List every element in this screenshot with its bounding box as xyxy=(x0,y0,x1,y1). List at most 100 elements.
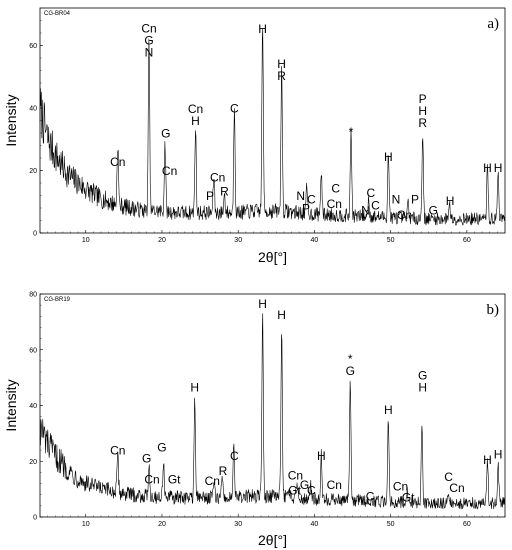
panel-b-peak-label: G xyxy=(346,364,355,378)
panel-b-y-tick-label: 20 xyxy=(29,459,37,466)
panel-a-peak-label: P xyxy=(302,202,310,216)
panel-a-label: a) xyxy=(487,16,499,32)
panel-a-peak-label: Cn xyxy=(188,102,203,116)
panel-a-x-tick-label: 20 xyxy=(158,237,166,244)
panel-b-peak-label: H xyxy=(258,297,267,311)
panel-b-peak-label: Cn xyxy=(449,481,464,495)
panel-b-peak-label: H xyxy=(483,453,492,467)
panel-a-y-tick-label: 0 xyxy=(33,231,37,238)
panel-b-plot-frame xyxy=(39,293,506,518)
panel-b-peak-label: Gt xyxy=(288,484,301,498)
panel-a-peak-label: H xyxy=(191,114,200,128)
panel-a-peak-label: Cn xyxy=(141,21,156,35)
panel-b-x-tick-label: 30 xyxy=(234,521,242,528)
panel-a-peak-label: C xyxy=(331,181,340,195)
panel-a-x-tick-label: 40 xyxy=(311,237,319,244)
panel-a-peak-label: H xyxy=(494,161,503,175)
panel-a-y-axis-title: Intensity xyxy=(3,94,19,146)
panel-b-peak-label: Cn xyxy=(288,468,303,482)
panel-b-peak-label: Gt xyxy=(402,491,415,505)
panel-a-sample-id: CG-BR04 xyxy=(44,11,71,17)
panel-a-peak-label: C xyxy=(230,102,239,116)
panel-b-label: b) xyxy=(487,302,500,318)
panel-b-peak-label: Cn xyxy=(205,474,220,488)
panel-a-peak-label: P xyxy=(419,92,427,106)
panel-b-peak-label: H xyxy=(418,381,427,395)
panel-b-y-tick-label: 0 xyxy=(33,515,37,522)
panel-b-peak-label: H xyxy=(317,449,326,463)
panel-b-peak-label: Cn xyxy=(144,473,159,487)
panel-b-peak-label: C xyxy=(366,489,375,503)
panel-a-y-tick-label: 60 xyxy=(29,43,37,50)
panel-b-y-tick-label: 60 xyxy=(29,347,37,354)
panel-b-peak-label: G xyxy=(300,478,309,492)
panel-a-peak-label: * xyxy=(349,125,354,139)
panel-a-peak-label: C xyxy=(371,199,380,213)
panel-a-peak-label: N xyxy=(392,192,401,206)
panel-b-peak-label: Cn xyxy=(393,480,408,494)
panel-a-plot-frame xyxy=(39,7,506,234)
panel-b-x-axis-title: 2θ[°] xyxy=(258,532,287,548)
panel-b-peak-label: H xyxy=(494,447,503,461)
panel-a-peak-label: G xyxy=(429,203,438,217)
panel-a-peak-label: Cn xyxy=(110,155,125,169)
panel-a-peak-label: R xyxy=(277,69,286,83)
panel-a-peak-label: H xyxy=(483,161,492,175)
panel-a-peak-label: Cn xyxy=(162,164,177,178)
panel-b-peak-label: C xyxy=(230,449,239,463)
panel-b-x-tick-label: 20 xyxy=(158,521,166,528)
panel-a-x-tick-label: 10 xyxy=(82,237,90,244)
panel-b-peak-label: Gt xyxy=(168,473,181,487)
panel-b-x-tick-label: 40 xyxy=(311,521,319,528)
panel-b-peak-label: G xyxy=(142,452,151,466)
panel-b-peak-label: H xyxy=(190,381,199,395)
panel-a-y-tick-label: 20 xyxy=(29,168,37,175)
panel-a-peak-label: Cn xyxy=(327,197,342,211)
panel-a-peak-label: N xyxy=(296,189,305,203)
panel-a-y-tick-label: 40 xyxy=(29,106,37,113)
panel-a-peak-label: G xyxy=(144,33,153,47)
panel-a-diffraction-trace xyxy=(39,28,505,226)
panel-a-peak-label: H xyxy=(384,150,393,164)
panel-a-x-tick-label: 50 xyxy=(387,237,395,244)
panel-a-peak-label: Cn xyxy=(210,170,225,184)
panel-b-peak-label: Cn xyxy=(327,478,342,492)
panel-a-peak-label: H xyxy=(446,194,455,208)
panel-b-peak-label: R xyxy=(219,464,228,478)
panel-b-peak-label: Cn xyxy=(110,443,125,457)
panel-b-x-tick-label: 60 xyxy=(463,521,471,528)
panel-a-peak-label: C xyxy=(367,186,376,200)
panel-b-peak-label: H xyxy=(384,403,393,417)
panel-b-sample-id: CG-BR19 xyxy=(44,297,71,303)
panel-a-peak-label: H xyxy=(418,104,427,118)
panel-b-x-tick-label: 10 xyxy=(82,521,90,528)
panel-b-peak-label: C xyxy=(444,470,453,484)
panel-b: CG-BR19 b) 10 20 30 40 50 60 0 20 40 60 80 2θ[°] Inten… xyxy=(3,292,506,548)
panel-a: CG-BR04 a) 10 20 30 40 50 60 0 20 40 60 2θ[°] Intensi… xyxy=(3,7,506,265)
panel-b-y-tick-label: 80 xyxy=(29,292,37,299)
panel-a-peak-label: N xyxy=(361,203,370,217)
panel-b-peak-label: * xyxy=(348,352,353,366)
panel-b-peak-label: G xyxy=(418,369,427,383)
panel-b-peak-label: G xyxy=(157,440,166,454)
panel-a-peak-label: G xyxy=(161,127,170,141)
panel-a-peak-label: P xyxy=(411,192,419,206)
panel-a-peak-label: N xyxy=(145,45,154,59)
panel-b-peak-label: H xyxy=(277,308,286,322)
panel-a-peak-label: R xyxy=(220,185,229,199)
panel-b-y-tick-label: 40 xyxy=(29,403,37,410)
panel-a-peak-label: H xyxy=(258,22,267,36)
panel-b-peak-label: C xyxy=(307,484,316,498)
panel-a-peak-label: R xyxy=(418,116,427,130)
panel-a-peak-label: P xyxy=(206,189,214,203)
panel-b-x-tick-label: 50 xyxy=(387,521,395,528)
panel-a-x-tick-label: 30 xyxy=(234,237,242,244)
panel-a-peak-label: H xyxy=(277,57,286,71)
panel-b-diffraction-trace xyxy=(39,313,505,510)
panel-a-peak-label: C xyxy=(307,192,316,206)
panel-b-y-axis-title: Intensity xyxy=(3,379,19,431)
panel-a-x-axis-title: 2θ[°] xyxy=(258,249,287,265)
panel-a-x-tick-label: 60 xyxy=(463,237,471,244)
panel-a-peak-label: Cn xyxy=(397,208,412,222)
